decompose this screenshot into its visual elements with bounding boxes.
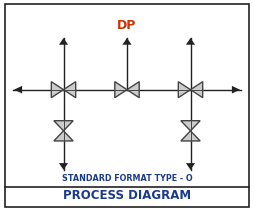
Polygon shape bbox=[186, 38, 195, 45]
Polygon shape bbox=[178, 82, 190, 98]
Polygon shape bbox=[51, 82, 64, 98]
Polygon shape bbox=[190, 82, 203, 98]
Polygon shape bbox=[232, 86, 240, 93]
Text: DP: DP bbox=[117, 19, 137, 32]
Polygon shape bbox=[54, 121, 73, 131]
Polygon shape bbox=[115, 82, 127, 98]
Polygon shape bbox=[14, 86, 22, 93]
Polygon shape bbox=[122, 38, 132, 45]
Polygon shape bbox=[181, 131, 200, 141]
Polygon shape bbox=[64, 82, 76, 98]
Polygon shape bbox=[186, 163, 195, 170]
Text: PROCESS DIAGRAM: PROCESS DIAGRAM bbox=[63, 189, 191, 202]
Text: STANDARD FORMAT TYPE - O: STANDARD FORMAT TYPE - O bbox=[62, 174, 192, 183]
Polygon shape bbox=[181, 121, 200, 131]
Polygon shape bbox=[54, 131, 73, 141]
Polygon shape bbox=[59, 38, 68, 45]
Polygon shape bbox=[59, 163, 68, 170]
Polygon shape bbox=[127, 82, 139, 98]
